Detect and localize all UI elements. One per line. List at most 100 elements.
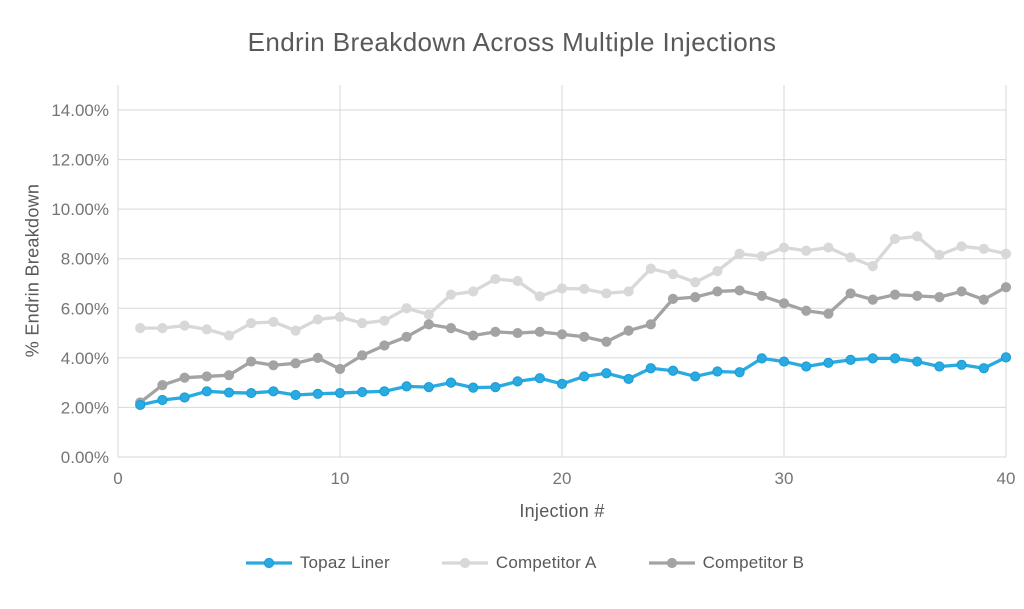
data-point xyxy=(889,233,901,244)
data-point xyxy=(667,293,679,304)
x-tick-label: 0 xyxy=(113,469,122,488)
data-point xyxy=(312,314,323,325)
legend: Topaz Liner Competitor A Competitor B xyxy=(0,553,1024,573)
data-point xyxy=(978,243,989,254)
data-point xyxy=(290,358,301,369)
data-point xyxy=(357,350,368,361)
data-point xyxy=(778,298,790,309)
x-tick-label: 20 xyxy=(553,469,572,488)
data-point xyxy=(978,363,989,374)
data-point xyxy=(157,394,168,406)
legend-item-competitor-b: Competitor B xyxy=(648,553,805,573)
data-point xyxy=(379,340,390,351)
data-point xyxy=(667,365,679,376)
data-point xyxy=(223,370,235,381)
data-point xyxy=(601,336,612,347)
data-point xyxy=(889,353,901,364)
data-point xyxy=(223,387,235,398)
data-point xyxy=(645,319,656,330)
data-point xyxy=(201,324,212,335)
data-point xyxy=(956,359,967,370)
data-point xyxy=(534,291,545,302)
legend-marker-icon xyxy=(648,557,695,569)
data-point xyxy=(201,371,212,382)
data-point xyxy=(823,308,834,319)
data-point xyxy=(512,327,523,339)
data-point xyxy=(290,325,301,336)
data-point xyxy=(334,311,346,323)
x-axis-title: Injection # xyxy=(519,501,605,521)
series-competitor-a xyxy=(135,231,1012,341)
data-point xyxy=(756,251,767,262)
data-point xyxy=(268,386,279,397)
data-point xyxy=(712,266,723,277)
data-point xyxy=(290,389,301,401)
data-point xyxy=(801,361,812,372)
series-line-competitor-b xyxy=(138,285,1008,405)
data-point xyxy=(978,294,989,305)
data-point xyxy=(756,353,767,364)
data-point xyxy=(623,286,634,297)
x-tick-label: 40 xyxy=(997,469,1016,488)
data-point xyxy=(934,292,945,303)
y-tick-label: 12.00% xyxy=(51,151,109,170)
data-point xyxy=(490,382,501,393)
data-point xyxy=(912,231,923,242)
data-point xyxy=(912,290,923,301)
data-point xyxy=(423,382,434,393)
data-point xyxy=(556,378,568,389)
y-tick-label: 6.00% xyxy=(61,299,109,318)
data-point xyxy=(534,373,545,384)
data-point xyxy=(778,242,790,253)
data-point xyxy=(334,363,346,375)
data-point xyxy=(690,371,701,382)
data-point xyxy=(334,387,346,399)
data-point xyxy=(623,373,634,385)
plot-area: 0.00% 2.00% 4.00% 6.00% 8.00% 10.00% 12.00% 14.… xyxy=(51,85,1016,488)
data-point xyxy=(734,248,745,259)
data-point xyxy=(956,241,967,252)
data-point xyxy=(1000,248,1012,259)
y-tick-label: 2.00% xyxy=(61,398,109,417)
legend-label: Topaz Liner xyxy=(299,553,390,572)
data-point xyxy=(623,325,634,336)
data-point xyxy=(357,318,368,329)
data-point xyxy=(734,285,745,296)
data-point xyxy=(601,288,612,299)
data-point xyxy=(690,277,701,288)
data-point xyxy=(379,386,390,397)
data-point xyxy=(801,245,812,256)
legend-item-topaz-liner: Topaz Liner xyxy=(245,553,390,573)
data-point xyxy=(934,361,945,372)
legend-item-competitor-a: Competitor A xyxy=(441,553,597,573)
data-point xyxy=(379,315,390,326)
data-point xyxy=(667,268,679,280)
data-point xyxy=(246,356,257,367)
series-competitor-b xyxy=(135,282,1012,408)
data-point xyxy=(246,318,257,329)
series-topaz-liner xyxy=(135,352,1012,411)
data-point xyxy=(601,368,612,379)
data-point xyxy=(801,305,812,316)
data-point xyxy=(423,309,434,320)
data-point xyxy=(312,352,323,363)
data-point xyxy=(468,330,479,341)
series-line-competitor-a xyxy=(138,234,1008,338)
y-tick-label: 14.00% xyxy=(51,101,109,120)
data-point xyxy=(712,286,723,297)
data-point xyxy=(179,320,190,331)
data-point xyxy=(867,294,878,305)
data-point xyxy=(246,387,257,399)
data-point xyxy=(423,319,434,330)
data-point xyxy=(579,283,590,295)
data-point xyxy=(712,366,723,377)
data-point xyxy=(534,326,545,337)
data-point xyxy=(135,323,146,334)
data-point xyxy=(445,377,457,388)
data-point xyxy=(490,326,501,337)
data-point xyxy=(445,289,457,300)
data-point xyxy=(223,330,235,341)
data-point xyxy=(867,353,878,364)
data-point xyxy=(468,382,479,393)
data-point xyxy=(867,261,878,272)
